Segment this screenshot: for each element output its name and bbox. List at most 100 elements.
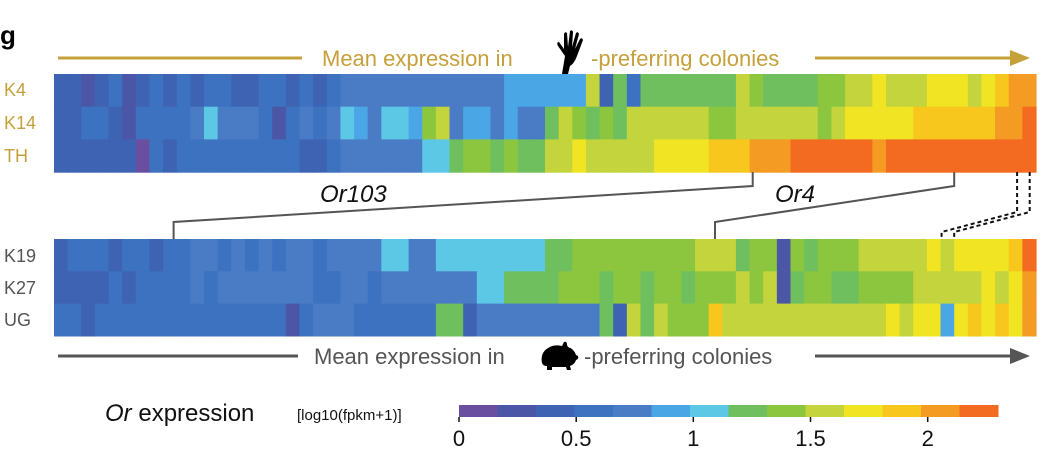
top-cell-th-30 [463, 139, 478, 173]
top-cell-k14-67 [967, 106, 983, 140]
top-cell-k14-20 [326, 106, 342, 140]
bottom-cell-k19-56 [817, 239, 833, 272]
top-cell-k14-51 [749, 106, 764, 140]
top-cell-th-38 [572, 139, 587, 173]
top-cell-k4-67 [967, 74, 983, 108]
top-cell-th-54 [790, 139, 805, 173]
top-cell-th-17 [285, 139, 301, 173]
top-cell-th-8 [163, 139, 178, 173]
bottom-cell-k19-3 [94, 239, 110, 272]
top-cell-th-16 [272, 139, 287, 173]
bottom-cell-k27-53 [776, 271, 792, 305]
bottom-cell-k19-48 [708, 239, 723, 272]
bottom-cell-k19-71 [1022, 239, 1037, 272]
bottom-cell-ug-52 [763, 303, 778, 337]
bottom-cell-k19-54 [790, 239, 805, 272]
colorbar-swatch-2 [536, 405, 575, 417]
bottom-cell-k27-60 [872, 271, 887, 305]
bottom-cell-k27-19 [313, 271, 328, 305]
top-cell-k14-50 [735, 106, 751, 140]
bottom-cell-k27-0 [54, 271, 69, 305]
bottom-cell-ug-29 [449, 303, 464, 337]
top-cell-k14-27 [422, 106, 437, 140]
bottom-cell-k27-55 [804, 271, 819, 305]
top-cell-th-13 [231, 139, 246, 173]
top-cell-k14-42 [626, 106, 642, 140]
top-cell-k4-55 [804, 74, 819, 108]
bottom-cell-ug-8 [163, 303, 178, 337]
top-cell-k4-37 [558, 74, 573, 108]
colorbar-swatch-7 [728, 405, 768, 417]
top-cell-th-48 [708, 139, 723, 173]
bottom-cell-k27-46 [681, 271, 696, 305]
gene-connectors [172, 172, 1031, 239]
top-cell-th-26 [408, 139, 423, 173]
top-cell-k4-68 [981, 74, 996, 108]
top-cell-th-36 [545, 139, 560, 173]
top-cell-k4-45 [667, 74, 682, 108]
bottom-cell-ug-53 [776, 303, 792, 337]
bottom-cell-ug-39 [585, 303, 601, 337]
bottom-cell-k27-33 [504, 271, 519, 305]
top-cell-k4-62 [899, 74, 914, 108]
top-cell-k4-47 [695, 74, 710, 108]
top-cell-k14-69 [995, 106, 1010, 140]
top-cell-k4-58 [845, 74, 860, 108]
top-cell-k4-53 [776, 74, 792, 108]
bottom-cell-k19-2 [81, 239, 96, 272]
top-cell-th-39 [585, 139, 601, 173]
colorbar-swatch-3 [574, 405, 614, 417]
top-cell-th-70 [1008, 139, 1023, 173]
bottom-title-prefix: Mean expression in [314, 344, 505, 369]
or103-label: Or103 [320, 181, 387, 208]
bottom-cell-ug-68 [981, 303, 996, 337]
top-cell-th-23 [367, 139, 382, 173]
top-cell-k4-10 [190, 74, 205, 108]
bottom-cell-k27-9 [176, 271, 191, 305]
bottom-cell-k19-11 [204, 239, 219, 272]
top-cell-k4-63 [913, 74, 928, 108]
top-cell-th-69 [995, 139, 1010, 173]
bottom-cell-k19-23 [367, 239, 382, 272]
bottom-cell-k27-5 [122, 271, 137, 305]
connector-1 [714, 172, 956, 239]
top-cell-k4-16 [272, 74, 287, 108]
top-cell-th-60 [872, 139, 887, 173]
bottom-cell-k27-35 [531, 271, 546, 305]
top-cell-k4-38 [572, 74, 587, 108]
top-cell-k4-60 [872, 74, 887, 108]
top-cell-th-67 [967, 139, 983, 173]
bottom-cell-k27-48 [708, 271, 723, 305]
bottom-cell-ug-9 [176, 303, 191, 337]
top-cell-th-63 [913, 139, 928, 173]
bottom-cell-k19-0 [54, 239, 69, 272]
connector-2 [940, 172, 1019, 239]
hand-icon [557, 30, 583, 74]
bottom-cell-k19-21 [340, 239, 355, 272]
bottom-cell-k19-12 [217, 239, 232, 272]
bottom-cell-k19-29 [449, 239, 464, 272]
bottom-cell-k27-21 [340, 271, 355, 305]
bottom-cell-k27-23 [367, 271, 382, 305]
bottom-cell-k27-45 [667, 271, 682, 305]
bottom-cell-k19-42 [626, 239, 642, 272]
colorbar-title: Or expression [log10(fpkm+1)] [105, 400, 402, 427]
bottom-cell-ug-40 [599, 303, 614, 337]
bottom-cell-ug-38 [572, 303, 587, 337]
bottom-cell-k19-5 [122, 239, 137, 272]
bottom-cell-k19-28 [435, 239, 451, 272]
top-cell-k14-25 [394, 106, 410, 140]
bottom-cell-k19-16 [272, 239, 287, 272]
top-cell-k4-21 [340, 74, 355, 108]
colorbar-tick-label-1: 0.5 [561, 426, 592, 451]
top-cell-k14-61 [885, 106, 901, 140]
bottom-cell-k27-57 [831, 271, 846, 305]
top-cell-k4-9 [176, 74, 191, 108]
top-cell-th-53 [776, 139, 792, 173]
bottom-cell-k19-8 [163, 239, 178, 272]
top-cell-th-21 [340, 139, 355, 173]
top-cell-th-35 [531, 139, 546, 173]
bottom-cell-k19-6 [135, 239, 151, 272]
colorbar-swatch-0 [459, 405, 498, 417]
top-cell-k4-5 [122, 74, 137, 108]
